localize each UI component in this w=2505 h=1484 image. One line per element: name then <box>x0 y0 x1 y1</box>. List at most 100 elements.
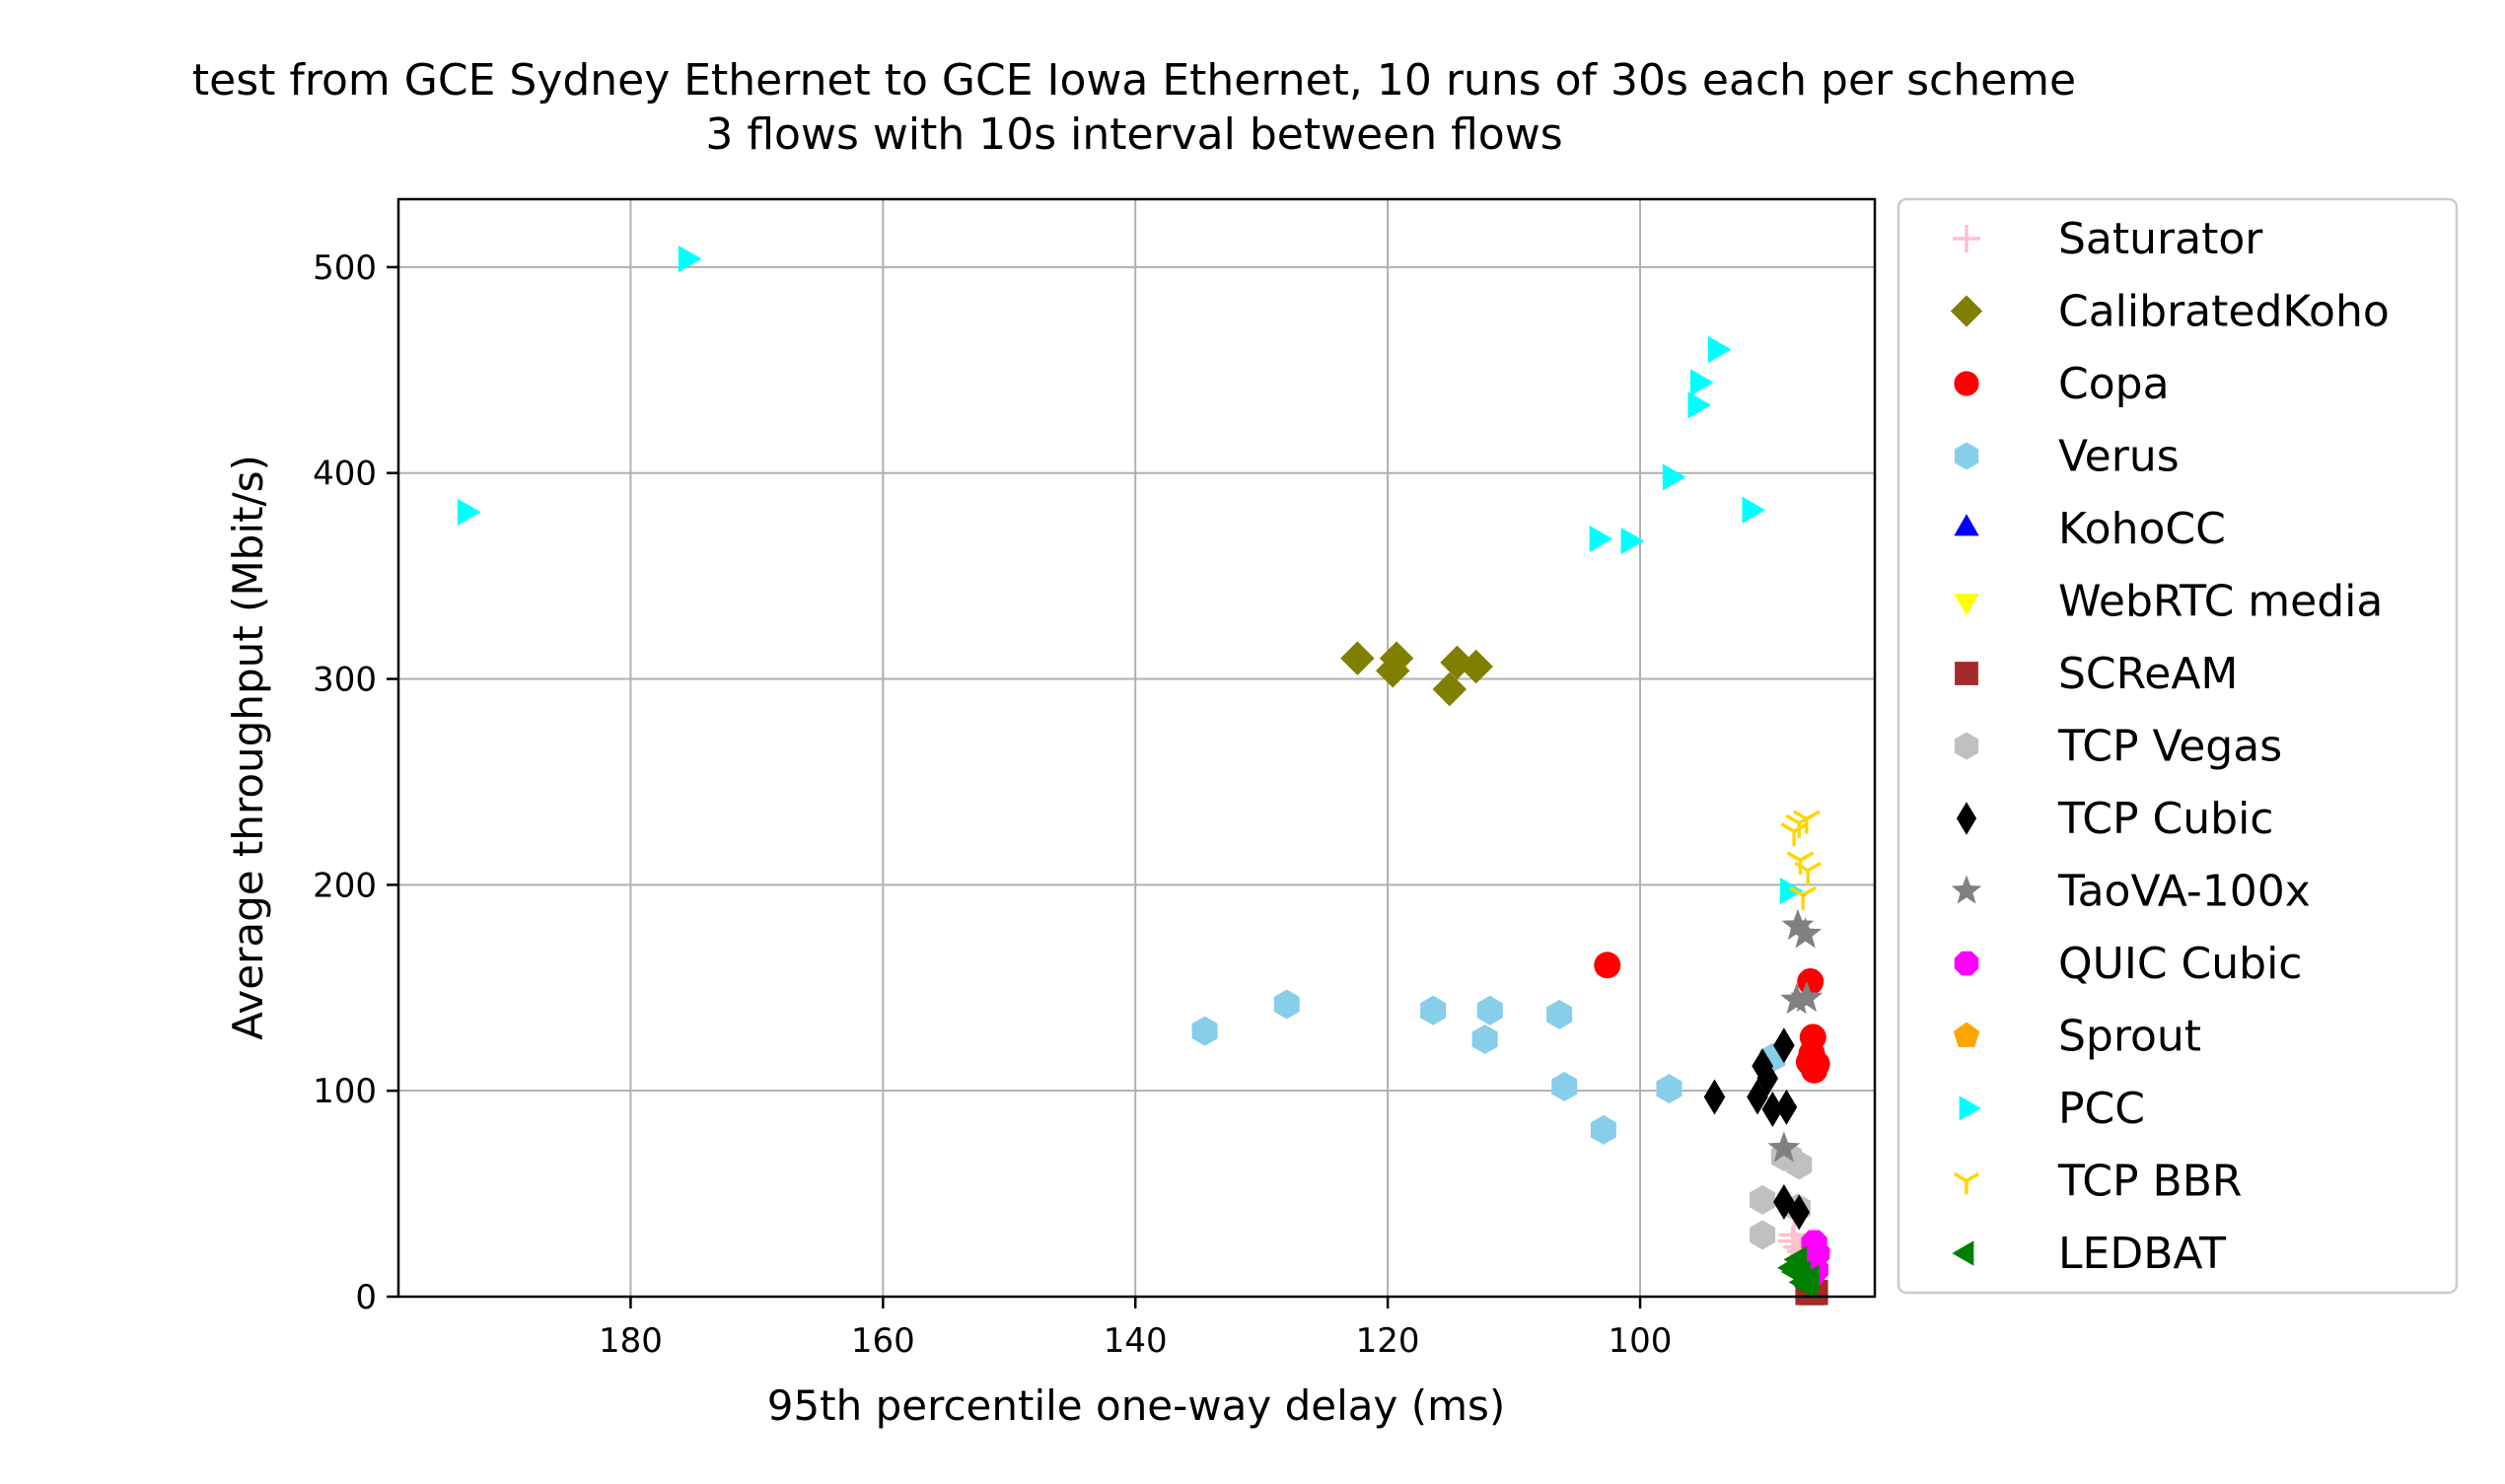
series-tcp-cubic <box>1703 1027 1811 1231</box>
legend-item-tcp-bbr: TCP BBR <box>1953 1157 2242 1207</box>
plot-frame <box>396 197 1877 1299</box>
data-point-taova-100x <box>1781 908 1815 941</box>
data-point-tcp-cubic <box>1773 1027 1795 1064</box>
data-point-pcc <box>1779 877 1804 905</box>
legend-marker-verus <box>1954 442 1979 470</box>
data-point-pcc <box>1620 528 1645 555</box>
legend-item-verus: Verus <box>1954 432 2180 482</box>
legend-label: Saturator <box>2058 214 2263 264</box>
y-tick-label: 100 <box>313 1072 377 1111</box>
legend-marker-tcp-bbr <box>1953 1171 1980 1195</box>
legend-label: Verus <box>2058 432 2180 482</box>
legend-label: TCP Cubic <box>2057 794 2274 844</box>
legend-item-tcp-vegas: TCP Vegas <box>1954 722 2282 772</box>
data-point-pcc <box>457 498 481 527</box>
data-point-verus <box>1420 995 1447 1025</box>
x-tick-label: 160 <box>851 1321 915 1361</box>
data-point-verus <box>1476 995 1503 1025</box>
data-point-pcc <box>1662 463 1686 491</box>
data-point-pcc <box>1589 525 1613 553</box>
data-point-calibratedkoho <box>1432 671 1467 707</box>
data-point-copa <box>1594 952 1621 979</box>
data-point-tcp-bbr <box>1780 822 1809 847</box>
data-point-verus <box>1471 1024 1498 1054</box>
data-point-verus <box>1546 999 1573 1029</box>
grid-lines <box>398 199 1875 1298</box>
legend-marker-webrtc-media <box>1954 594 1979 616</box>
data-point-pcc <box>1690 369 1714 396</box>
data-point-copa <box>1797 968 1825 996</box>
data-point-tcp-cubic <box>1747 1079 1768 1115</box>
legend-label: TaoVA-100x <box>2057 867 2311 917</box>
legend-item-taova-100x: TaoVA-100x <box>1951 867 2311 917</box>
legend-label: TCP Vegas <box>2057 722 2282 772</box>
data-point-tcp-cubic <box>1703 1079 1726 1115</box>
chart-subtitle: 3 flows with 10s interval between flows <box>705 109 1562 160</box>
legend-marker-scream <box>1955 662 1978 685</box>
data-point-saturator <box>1779 1220 1810 1250</box>
x-tick-label: 140 <box>1104 1321 1168 1361</box>
data-point-tcp-bbr <box>1792 810 1821 834</box>
legend-item-quic-cubic: QUIC Cubic <box>1954 939 2302 989</box>
legend-marker-kohocc <box>1954 514 1979 536</box>
y-tick-label: 500 <box>313 248 377 288</box>
legend-item-saturator: Saturator <box>1953 214 2263 264</box>
legend-label: CalibratedKoho <box>2058 287 2390 337</box>
legend-item-pcc: PCC <box>1959 1084 2145 1134</box>
series-tcp-bbr <box>1780 810 1823 910</box>
legend-item-kohocc: KohoCC <box>1954 504 2226 554</box>
data-point-verus <box>1273 989 1300 1020</box>
legend-label: PCC <box>2058 1084 2145 1134</box>
data-points <box>457 245 1832 1306</box>
legend-item-calibratedkoho: CalibratedKoho <box>1950 287 2390 337</box>
legend-item-ledbat: LEDBAT <box>1952 1229 2226 1279</box>
legend-label: QUIC Cubic <box>2058 939 2302 989</box>
legend-marker-calibratedkoho <box>1950 295 1983 327</box>
series-taova-100x <box>1767 908 1824 1163</box>
legend-marker-ledbat <box>1952 1240 1974 1266</box>
legend-marker-saturator <box>1953 225 1980 252</box>
data-point-verus <box>1590 1114 1616 1145</box>
data-point-pcc <box>1742 496 1766 524</box>
chart-title: test from GCE Sydney Ethernet to GCE Iow… <box>192 55 2076 106</box>
data-point-calibratedkoho <box>1375 653 1410 688</box>
chart-title-group: test from GCE Sydney Ethernet to GCE Iow… <box>192 55 2076 160</box>
data-point-tcp-bbr <box>1794 861 1823 885</box>
legend-marker-copa <box>1954 371 1979 396</box>
series-pcc <box>457 245 1804 905</box>
data-point-tcp-cubic <box>1788 1194 1811 1231</box>
legend-marker-sprout <box>1953 1022 1980 1047</box>
data-point-verus <box>1191 1016 1218 1046</box>
data-point-calibratedkoho <box>1459 649 1493 684</box>
data-point-copa <box>1803 1050 1830 1078</box>
data-point-ledbat <box>1780 1258 1805 1286</box>
data-point-ledbat <box>1793 1272 1818 1301</box>
data-point-pcc <box>678 245 702 273</box>
legend-label: WebRTC media <box>2058 577 2383 627</box>
legend-label: LEDBAT <box>2058 1229 2226 1279</box>
data-point-taova-100x <box>1789 917 1823 949</box>
data-point-taova-100x <box>1780 983 1814 1015</box>
legend-label: TCP BBR <box>2057 1157 2242 1207</box>
x-tick-label: 100 <box>1609 1321 1673 1361</box>
legend-marker-pcc <box>1959 1095 1981 1121</box>
legend-item-sprout: Sprout <box>1953 1012 2201 1062</box>
legend-marker-taova-100x <box>1951 875 1982 904</box>
legend-item-webrtc-media: WebRTC media <box>1954 577 2383 627</box>
y-tick-label: 0 <box>355 1278 377 1317</box>
data-point-tcp-vegas <box>1750 1220 1776 1250</box>
legend: Saturator CalibratedKoho Copa Verus KohoCC We… <box>1897 197 2459 1295</box>
legend-label: Copa <box>2058 359 2170 409</box>
x-tick-label: 120 <box>1356 1321 1420 1361</box>
legend-label: Sprout <box>2058 1012 2201 1062</box>
y-tick-label: 300 <box>313 661 377 700</box>
legend-marker-tcp-cubic <box>1956 802 1977 835</box>
legend-marker-tcp-vegas <box>1954 732 1979 760</box>
y-tick-label: 400 <box>313 455 377 494</box>
legend-item-tcp-cubic: TCP Cubic <box>1956 794 2274 844</box>
data-point-tcp-cubic <box>1775 1089 1798 1125</box>
data-point-tcp-vegas <box>1750 1184 1776 1215</box>
series-calibratedkoho <box>1340 641 1493 707</box>
legend-label: KohoCC <box>2058 504 2226 554</box>
